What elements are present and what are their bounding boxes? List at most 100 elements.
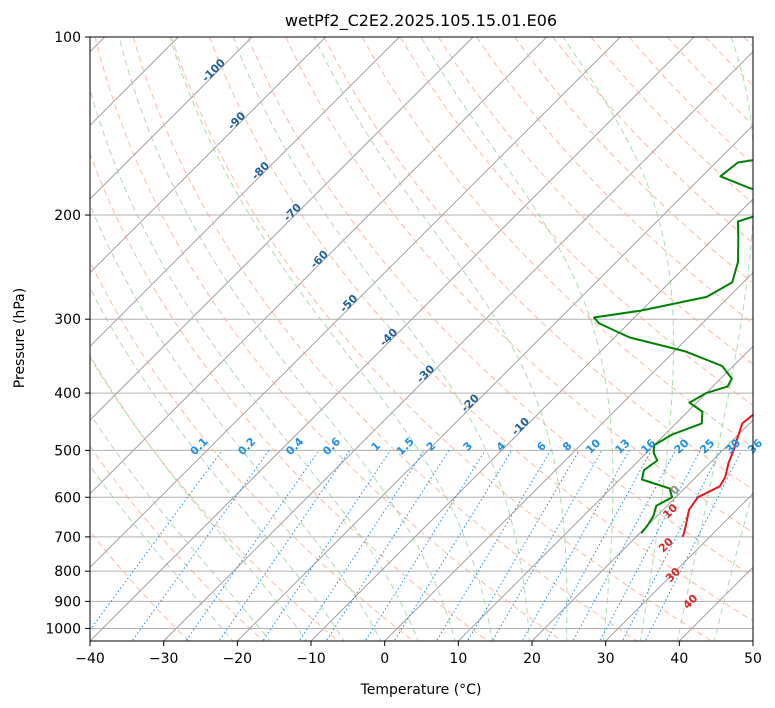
y-tick-label: 600 xyxy=(54,490,81,506)
y-tick-label: 500 xyxy=(54,443,81,459)
mixing-ratio-line xyxy=(621,450,722,641)
isotherm-line xyxy=(384,271,753,641)
dry-adiabat-line xyxy=(743,37,753,48)
mixing-ratio-line xyxy=(325,450,450,641)
dry-adiabat-label: 40 xyxy=(680,591,700,611)
isotherm-line xyxy=(457,345,753,641)
y-tick-label: 1000 xyxy=(45,621,81,637)
isotherm-line xyxy=(678,566,753,641)
dry-adiabat-line xyxy=(247,37,753,577)
isotherm-label: -40 xyxy=(377,325,400,348)
dry-adiabat-line xyxy=(94,37,564,641)
isotherm-line xyxy=(163,50,753,641)
isotherm-line xyxy=(90,37,695,641)
mixing-ratio-line xyxy=(393,450,513,641)
moist-adiabat-line xyxy=(713,488,753,641)
dry-adiabat-line xyxy=(705,37,753,87)
moist-adiabat-line xyxy=(90,412,271,641)
dry-adiabat-line xyxy=(667,37,753,126)
isotherm-line xyxy=(90,37,400,348)
isotherm-label: -70 xyxy=(281,201,304,224)
mixing-ratio-label: 1 xyxy=(369,439,384,454)
mixing-ratio-label: 6 xyxy=(534,439,549,454)
dry-adiabat-line xyxy=(90,356,339,641)
dry-adiabat-line xyxy=(476,37,753,325)
x-tick-label: 10 xyxy=(449,651,467,667)
mixing-ratio-label: 8 xyxy=(560,439,575,454)
mixing-ratio-line xyxy=(218,450,351,641)
x-axis-label: Temperature (°C) xyxy=(360,682,482,698)
isotherm-line xyxy=(90,37,474,421)
mixing-ratio-label: 0.6 xyxy=(320,435,343,458)
mixing-ratio-line xyxy=(572,450,676,641)
isotherm-label: -50 xyxy=(337,292,360,315)
dry-adiabat-label: 30 xyxy=(663,565,683,585)
dry-adiabat-line xyxy=(590,37,753,205)
mixing-ratio-line xyxy=(466,450,580,641)
mixing-ratio-label: 4 xyxy=(494,439,509,454)
isotherm-label: -30 xyxy=(414,362,437,385)
mixing-ratio-label: 25 xyxy=(697,437,717,457)
mixing-ratio-label: 1.5 xyxy=(394,435,417,458)
moist-adiabat-line xyxy=(90,203,382,641)
x-tick-label: −30 xyxy=(149,651,179,667)
x-tick-label: −40 xyxy=(75,651,105,667)
mixing-ratio-line xyxy=(435,450,552,641)
y-tick-label: 100 xyxy=(54,30,81,46)
profile-lines xyxy=(593,159,753,538)
y-axis-label: Pressure (hPa) xyxy=(12,288,28,388)
isotherm-label: -80 xyxy=(249,159,272,182)
isotherm-label: -90 xyxy=(225,109,248,132)
x-tick-label: −10 xyxy=(296,651,326,667)
temperature-line xyxy=(681,413,753,538)
x-tick-label: 50 xyxy=(744,651,762,667)
isotherm-label: -10 xyxy=(509,415,532,438)
isotherm-line xyxy=(90,37,253,200)
dry-adiabat-line xyxy=(437,37,753,365)
x-tick-label: 0 xyxy=(380,651,389,667)
dry-adiabat-label: 20 xyxy=(656,535,676,555)
dry-adiabat-line xyxy=(90,445,265,641)
background-lines xyxy=(90,37,753,641)
dry-adiabat-line xyxy=(361,37,753,448)
moist-adiabat-line xyxy=(90,286,345,641)
mixing-ratio-line xyxy=(90,450,223,631)
moist-adiabat-line xyxy=(169,37,493,641)
mixing-ratio-label: 3 xyxy=(461,439,476,454)
isotherm-line xyxy=(90,37,621,569)
isotherm-line xyxy=(605,492,753,641)
dry-adiabat-line xyxy=(90,152,489,641)
axis-ticks: −40 −30 −20 −10 0 10 20 30 40 5010020030040050060… xyxy=(45,30,762,667)
mixing-ratio-line xyxy=(185,450,320,641)
y-tick-label: 200 xyxy=(54,208,81,224)
x-tick-label: 40 xyxy=(670,651,688,667)
moist-adiabat-line xyxy=(90,464,234,641)
moist-adiabat-line xyxy=(313,37,568,641)
mixing-ratio-line xyxy=(545,450,652,641)
isotherm-line xyxy=(752,640,753,641)
mixing-ratio-label: 0.2 xyxy=(235,435,258,458)
y-tick-label: 800 xyxy=(54,564,81,580)
y-tick-label: 900 xyxy=(54,594,81,610)
mixing-ratio-label: 36 xyxy=(745,436,765,456)
isotherm-line xyxy=(531,419,753,641)
moist-adiabat-line xyxy=(90,87,419,641)
isotherm-label: -60 xyxy=(308,248,331,271)
x-tick-label: 20 xyxy=(523,651,541,667)
moist-adiabat-line xyxy=(562,37,675,641)
moist-adiabat-line xyxy=(676,37,753,641)
mixing-ratio-label: 13 xyxy=(613,437,633,457)
mixing-ratio-line xyxy=(521,450,630,641)
dry-adiabat-label: 10 xyxy=(660,501,680,521)
dewpoint-line xyxy=(593,159,753,534)
moist-adiabat-line xyxy=(90,354,308,641)
x-tick-label: −20 xyxy=(223,651,253,667)
mixing-ratio-line xyxy=(644,450,742,641)
chart-title: wetPf2_C2E2.2025.105.15.01.E06 xyxy=(285,11,557,31)
mixing-ratio-line xyxy=(131,450,270,641)
mixing-ratio-line xyxy=(491,450,603,641)
dry-adiabat-line xyxy=(209,37,753,622)
isotherm-line xyxy=(90,37,327,274)
x-tick-label: 30 xyxy=(597,651,615,667)
y-tick-label: 300 xyxy=(54,312,81,328)
